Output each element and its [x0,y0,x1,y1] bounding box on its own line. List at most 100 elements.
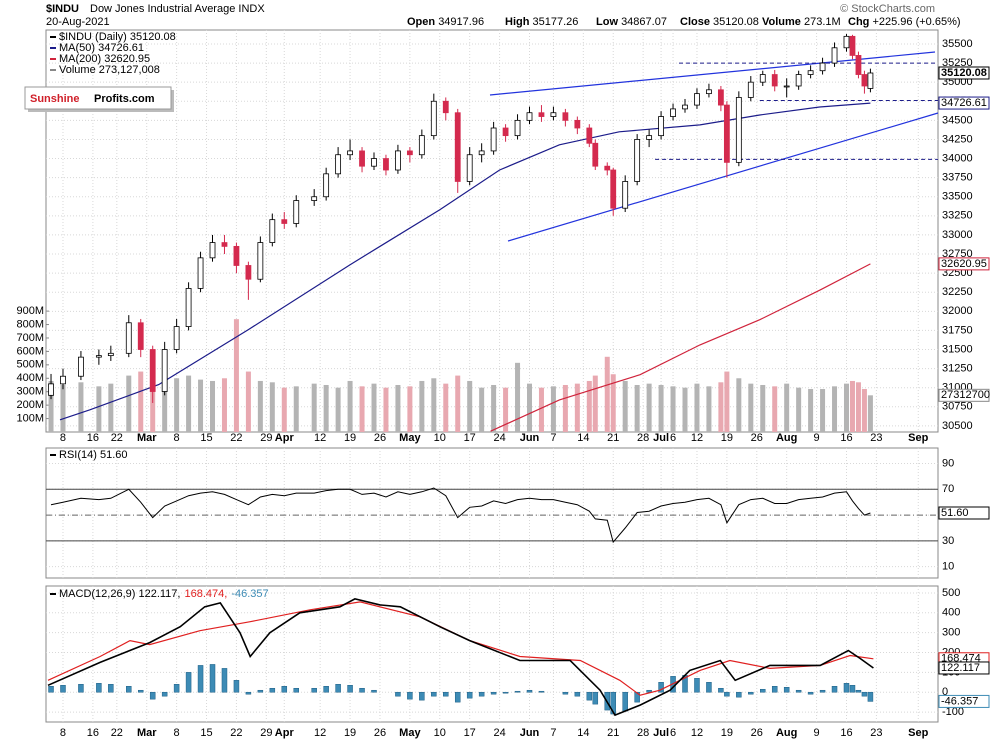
volume-bar [407,386,413,432]
volume-bar [383,387,389,432]
candle-body [861,74,868,87]
volume-bar [682,387,688,432]
x-tick-label: 8 [174,432,180,444]
histogram-bar [592,691,599,705]
candle-body [795,74,802,87]
candle-body [514,119,521,137]
candle-body [383,158,389,171]
value-tag-label: 32620.95 [941,258,987,270]
value-tag [938,694,990,708]
volume-bar [186,375,192,432]
stat: Chg +225.96 (+0.65%) [848,16,961,28]
x-tick-label: 15 [200,727,212,739]
x-tick-label: Sep [908,432,928,444]
candle-body [197,257,204,289]
candle-body [221,242,228,247]
x-tick-label: 12 [691,432,703,444]
volume-bar [718,382,724,432]
y-tick-label: 10 [942,561,954,573]
x-tick-label: 8 [174,727,180,739]
histogram-bar [574,691,581,697]
volume-bar [550,386,556,432]
histogram-bar [622,691,628,712]
y-tick-label: 600M [16,345,44,357]
volume-bar [371,383,377,432]
x-tick-label: Jun [520,727,540,739]
y-tick-label: 70 [942,483,954,495]
histogram-bar [831,686,838,693]
histogram-bar [48,686,54,693]
value-tag-label: 34726.61 [941,97,987,109]
volume-bar [706,386,712,432]
volume-bar [670,386,676,432]
histogram-bar [562,691,569,695]
candle-body [538,112,545,117]
histogram-bar [293,687,299,693]
histogram-bar [718,687,724,693]
x-tick-label: Apr [275,432,295,444]
y-tick-label: 700M [16,332,44,344]
histogram-bar [748,691,754,695]
x-tick-label: 22 [111,727,123,739]
histogram-bar [281,686,288,693]
legend-label: 168.474, [184,588,227,600]
candle-body [855,55,862,75]
histogram-bar [149,691,156,700]
x-tick-label: 28 [637,432,649,444]
logo-text: Profits.com [94,93,155,105]
candle-body [418,135,425,156]
legend-label: MACD(12,26,9) 122.117, [59,588,180,600]
x-tick-label: 24 [493,727,505,739]
rsi-panel [45,447,939,579]
x-tick-label: 22 [230,727,242,739]
x-tick-label: 26 [751,727,763,739]
volume-bar [736,378,742,432]
candle-body [281,219,288,224]
x-tick-label: 22 [230,432,242,444]
x-tick-label: 23 [870,432,882,444]
histogram-bar [538,690,545,693]
y-tick-label: 30750 [942,401,973,413]
volume-bar [347,380,353,432]
histogram-bar [771,686,778,693]
x-tick-label: 28 [637,727,649,739]
volume-bar [634,384,640,432]
x-tick-label: 10 [434,727,446,739]
x-tick-label: 14 [577,727,589,739]
volume-bar [455,375,461,432]
y-tick-label: 100M [16,412,44,424]
histogram-bar [855,689,862,693]
stat: High 35177.26 [505,16,578,28]
candle-body [347,150,353,156]
y-tick-label: 33000 [942,229,973,241]
logo-text: Sunshine [30,93,80,105]
moving-average [59,102,871,421]
histogram-bar [526,689,533,693]
x-tick-label: 19 [344,432,356,444]
volume-bar [646,383,652,432]
volume-bar [126,375,132,432]
candle-body [622,181,629,209]
candle-body [311,196,318,201]
volume-bar [574,383,580,432]
stat-label: Low [596,16,618,28]
candle-body [107,352,114,357]
x-tick-label: 19 [721,727,733,739]
y-tick-label: 30500 [942,420,973,432]
candle-body [735,97,742,163]
candle-body [125,322,132,354]
legend-label: -46.357 [231,588,268,600]
stat-label: Close [680,16,710,28]
volume-bar [855,382,861,432]
volume-bar [174,378,180,432]
histogram-bar [861,691,868,697]
y-tick-label: 300M [16,386,44,398]
candle-body [233,245,240,266]
volume-bar [772,386,778,432]
x-tick-label: 7 [550,432,556,444]
y-tick-label: -100 [942,706,964,718]
volume-bar [843,383,849,432]
y-tick-label: 34250 [942,133,973,145]
stat-label: High [505,16,530,28]
y-tick-label: 35500 [942,38,973,50]
